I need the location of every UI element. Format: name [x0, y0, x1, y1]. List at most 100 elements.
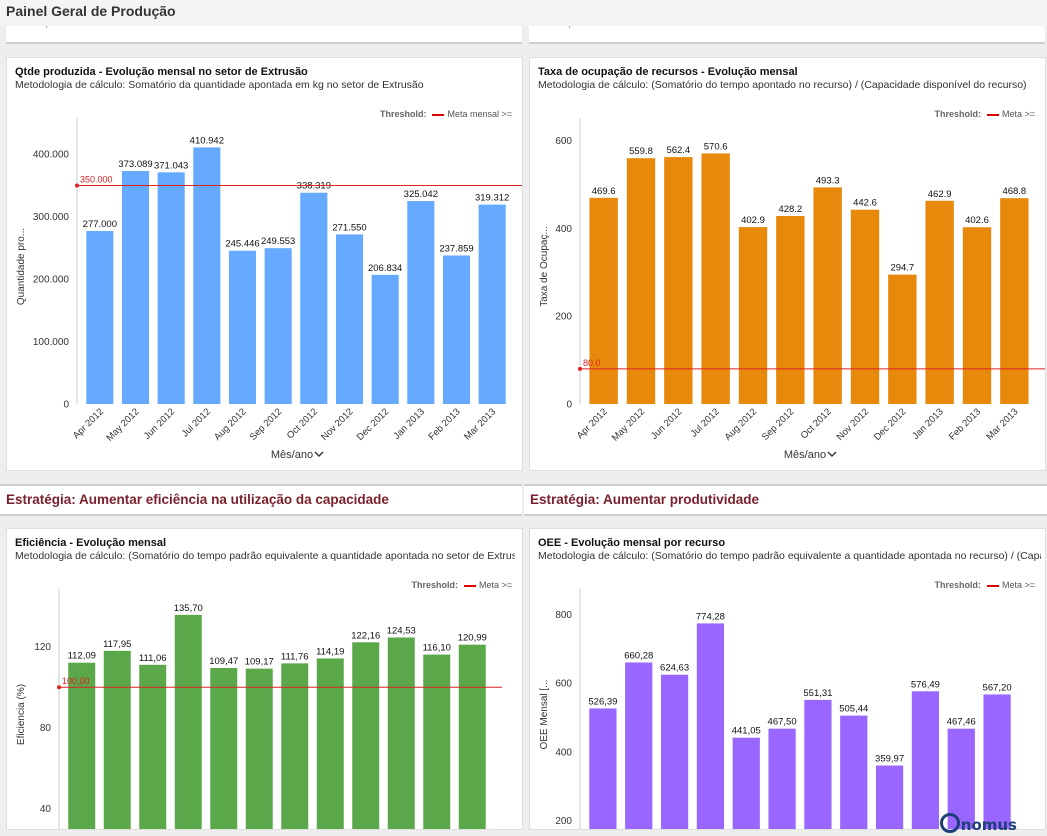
logo-text: nomus	[960, 816, 1017, 834]
strategy-header-left: Estratégia: Aumentar eficiência na utili…	[0, 484, 522, 516]
threshold-name: Meta >=	[1001, 109, 1035, 119]
threshold-value-label: 80.0	[583, 358, 601, 368]
bar	[371, 274, 399, 404]
x-tick-label: Oct 2012	[285, 406, 320, 441]
bar-value-label: 402.9	[741, 215, 765, 226]
threshold-marker	[578, 366, 582, 371]
threshold-name: Meta >=	[478, 580, 512, 590]
bar-value-label: 410.942	[190, 135, 224, 146]
y-tick-label: 200	[555, 312, 572, 323]
y-tick-label: 400	[555, 747, 572, 758]
bar-value-label: 338.319	[297, 181, 331, 192]
bar-value-label: 109,47	[209, 656, 238, 667]
x-tick-label: Mar 2013	[984, 406, 1020, 442]
strategy-title: Estratégia: Aumentar eficiência na utili…	[6, 492, 389, 507]
bar	[962, 227, 992, 404]
y-axis-title: Taxa de Ocupaç...	[539, 226, 550, 307]
bar-value-label: 112,09	[68, 651, 96, 662]
x-tick-label: Dec 2012	[872, 406, 909, 443]
bar-chart-eficiencia: 40 80 120 Eficiencia (%) 112,09 117,95 111,06 1…	[16, 589, 502, 829]
bar	[245, 668, 273, 829]
bar	[228, 250, 257, 404]
bar-value-label: 774,28	[696, 611, 725, 622]
x-tick-label: Sep 2012	[248, 406, 285, 443]
threshold-line-swatch	[432, 113, 445, 116]
threshold-value-label: 350.000	[80, 174, 113, 184]
chart-panel-taxa-ocupacao: Taxa de ocupação de recursos - Evolução …	[529, 57, 1046, 471]
bar-value-label: 493.3	[816, 175, 840, 186]
bar	[947, 728, 975, 829]
bar-value-label: 371.043	[154, 160, 188, 171]
bar-value-label: 467,50	[768, 717, 797, 728]
y-tick-label: 200.000	[33, 275, 70, 286]
bar	[300, 192, 328, 404]
bar-chart-taxa-ocupacao: 0 200 400 600 Taxa de Ocupaç... 469.6 Apr 2012…	[539, 118, 1045, 461]
bar-value-label: 468.8	[1002, 186, 1026, 197]
bar	[423, 654, 451, 829]
bar	[407, 201, 435, 404]
x-tick-label: Oct 2012	[799, 406, 834, 441]
x-tick-label: Jun 2012	[142, 406, 177, 441]
bar	[68, 662, 96, 829]
bar-value-label: 551,31	[803, 688, 832, 699]
x-tick-label: Nov 2012	[319, 406, 356, 443]
strategy-header-right: Estratégia: Aumentar produtividade	[524, 484, 1047, 516]
bar-value-label: 245.446	[225, 239, 259, 250]
y-tick-label: 400.000	[33, 150, 70, 161]
bar-value-label: 570.6	[704, 141, 728, 152]
threshold-name: Meta >=	[1001, 580, 1035, 590]
bar-value-label: 624,63	[660, 663, 689, 674]
bar-value-label: 124,53	[387, 625, 416, 636]
chart-subtitle: Metodologia de cálculo: Somatório da qua…	[15, 79, 424, 91]
threshold-label: Threshold:	[934, 580, 981, 590]
bar	[660, 674, 689, 829]
bar	[1000, 198, 1029, 404]
y-tick-label: 600	[555, 136, 572, 147]
chart-subtitle: Metodologia de cálculo: (Somatório do te…	[15, 550, 515, 562]
x-tick-label: Aug 2012	[212, 406, 249, 443]
threshold-value-label: 100,00	[62, 676, 90, 686]
bar	[193, 147, 221, 404]
bar-value-label: 660,28	[624, 651, 653, 662]
chart-title: OEE - Evolução mensal por recurso	[538, 537, 726, 549]
bar-value-label: 116,10	[423, 643, 451, 654]
chart-title: Qtde produzida - Evolução mensal no seto…	[15, 66, 308, 78]
bar	[625, 662, 653, 829]
strip-text: ‒ ‒ ‒ ‒ | ‒ ‒	[535, 26, 588, 29]
bar-value-label: 462.9	[928, 189, 952, 200]
bar	[174, 614, 202, 829]
bar-value-label: 122,16	[351, 630, 380, 641]
bar-value-label: 469.6	[592, 186, 616, 197]
chart-subtitle: Metodologia de cálculo: (Somatório do te…	[538, 550, 1041, 562]
bar	[458, 644, 486, 829]
bar	[804, 699, 832, 829]
x-tick-label: Jan 2013	[392, 406, 427, 441]
x-tick-label: Apr 2012	[71, 406, 106, 441]
bar-value-label: 567,20	[983, 682, 1012, 693]
bar-value-label: 319.312	[475, 193, 509, 204]
bar-value-label: 325.042	[404, 189, 438, 200]
y-tick-label: 100.000	[33, 337, 70, 348]
x-tick-label: Feb 2013	[426, 406, 462, 442]
bar-value-label: 441,05	[732, 726, 761, 737]
nomus-logo: nomus	[939, 813, 1017, 834]
x-axis-title: Mês/ano	[271, 449, 313, 461]
bar	[911, 691, 940, 829]
y-tick-label: 800	[555, 610, 572, 621]
bar	[352, 642, 380, 829]
bar	[875, 765, 904, 829]
y-tick-label: 40	[40, 804, 52, 815]
x-tick-label: Nov 2012	[835, 406, 872, 443]
bar-value-label: 467,46	[947, 717, 976, 728]
bar-value-label: 442.6	[853, 198, 877, 209]
strategy-title: Estratégia: Aumentar produtividade	[530, 492, 760, 507]
bar	[281, 663, 309, 829]
y-axis-title: Quantidade pro...	[16, 228, 27, 305]
bar	[696, 623, 725, 829]
chart-title: Eficiência - Evolução mensal	[15, 537, 167, 549]
bar	[664, 157, 693, 404]
threshold-name: Meta mensal >=	[447, 109, 512, 119]
bar	[768, 728, 796, 829]
y-tick-label: 80	[40, 723, 52, 734]
bar-value-label: 237.859	[439, 243, 473, 254]
